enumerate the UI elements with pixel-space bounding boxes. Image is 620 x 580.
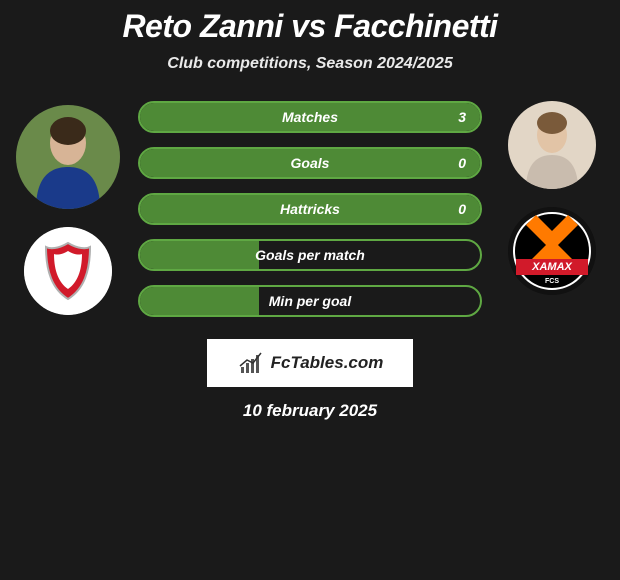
stat-bar: Matches 3 bbox=[138, 101, 482, 133]
stat-fill bbox=[140, 287, 259, 315]
comparison-date: 10 february 2025 bbox=[0, 401, 620, 421]
right-club-logo: XAMAX FCS bbox=[508, 207, 596, 295]
player-silhouette-icon bbox=[508, 101, 596, 189]
subtitle: Club competitions, Season 2024/2025 bbox=[0, 55, 620, 73]
stat-label: Matches bbox=[282, 109, 338, 125]
right-player-avatar bbox=[508, 101, 596, 189]
fctables-logo-icon bbox=[237, 349, 265, 377]
watermark-badge: FcTables.com bbox=[207, 339, 413, 387]
stat-value: 0 bbox=[458, 201, 466, 217]
vaduz-shield-icon bbox=[24, 227, 112, 315]
stats-list: Matches 3 Goals 0 Hattricks 0 Goals per match M… bbox=[130, 101, 490, 317]
left-player-avatar bbox=[16, 105, 120, 209]
stat-label: Goals per match bbox=[255, 247, 365, 263]
player-silhouette-icon bbox=[16, 105, 120, 209]
stat-label: Goals bbox=[291, 155, 330, 171]
svg-text:XAMAX: XAMAX bbox=[531, 261, 572, 273]
comparison-card: Reto Zanni vs Facchinetti Club competiti… bbox=[0, 0, 620, 580]
stat-bar: Min per goal bbox=[138, 285, 482, 317]
stat-value: 0 bbox=[458, 155, 466, 171]
left-club-logo bbox=[24, 227, 112, 315]
stat-fill bbox=[140, 241, 259, 269]
svg-text:FCS: FCS bbox=[545, 278, 559, 285]
stat-bar: Goals 0 bbox=[138, 147, 482, 179]
left-player-column bbox=[6, 101, 130, 315]
watermark-text: FcTables.com bbox=[271, 353, 384, 373]
page-title: Reto Zanni vs Facchinetti bbox=[0, 8, 620, 45]
stat-label: Hattricks bbox=[280, 201, 340, 217]
right-player-column: XAMAX FCS bbox=[490, 101, 614, 295]
content-row: Matches 3 Goals 0 Hattricks 0 Goals per match M… bbox=[0, 101, 620, 317]
stat-value: 3 bbox=[458, 109, 466, 125]
xamax-crest-icon: XAMAX FCS bbox=[508, 207, 596, 295]
stat-bar: Hattricks 0 bbox=[138, 193, 482, 225]
stat-label: Min per goal bbox=[269, 293, 351, 309]
stat-bar: Goals per match bbox=[138, 239, 482, 271]
